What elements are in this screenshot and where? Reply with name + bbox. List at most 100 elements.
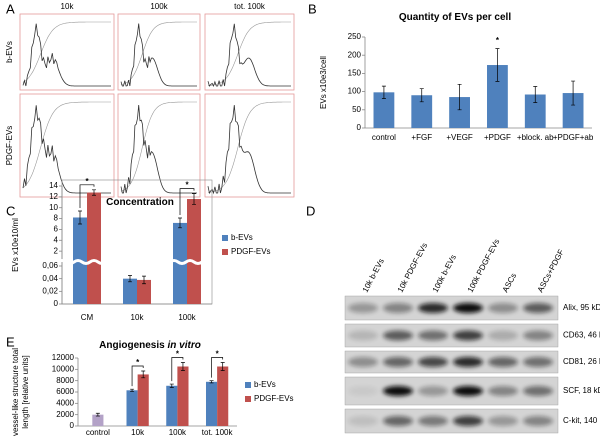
row-label: PDGF-EVs — [5, 126, 14, 166]
column-header: 100k — [150, 2, 168, 11]
band-label: Alix, 95 kD — [563, 303, 600, 312]
legend-swatch — [222, 235, 228, 241]
significance-bracket — [79, 184, 95, 208]
size-distribution — [207, 105, 291, 195]
x-tick-label: control — [372, 133, 396, 142]
blot-band — [523, 386, 553, 396]
blot-strip — [344, 323, 559, 348]
blot-band — [523, 416, 553, 426]
error-bar — [220, 362, 225, 371]
x-tick-label: 100k — [178, 313, 196, 322]
title-italic: in vitro — [168, 340, 201, 351]
cumulative-curve — [22, 21, 111, 83]
blot-band — [488, 416, 518, 426]
legend-label: b-EVs — [254, 380, 276, 389]
y-tick-label: 100 — [348, 87, 362, 96]
y-tick-label: 50 — [352, 105, 361, 114]
significance-marker: * — [496, 36, 500, 45]
cumulative-curve — [207, 21, 291, 86]
x-tick-label: 100k — [169, 428, 187, 437]
y-tick-label: 2000 — [56, 410, 74, 419]
column-header: 10k — [61, 2, 75, 11]
blot-band — [488, 303, 518, 313]
title-text: Angiogenesis — [99, 340, 165, 351]
bar — [205, 381, 218, 426]
panel-label: B — [308, 1, 317, 16]
y-tick-label: 6 — [54, 225, 59, 234]
nta-frame — [19, 93, 115, 198]
blot-band — [523, 303, 553, 313]
blot-band — [418, 416, 448, 426]
blot-band — [488, 357, 518, 367]
x-tick-label: +PDGF — [484, 133, 511, 142]
blot-band — [523, 330, 553, 341]
chart-title: Concentration — [106, 197, 174, 208]
significance-marker: * — [136, 358, 140, 367]
error-bar — [92, 189, 96, 196]
y-tick-label: 8 — [54, 214, 59, 223]
blot-band — [418, 330, 448, 341]
y-axis-label: vessel-like structure total — [11, 348, 20, 436]
legend-label: PDGF-EVs — [254, 394, 294, 403]
cumulative-curve — [120, 21, 197, 86]
significance-bracket — [171, 357, 184, 382]
significance-marker: * — [85, 177, 89, 186]
x-tick-label: tot. 100k — [202, 428, 234, 437]
row-label: b-EVs — [5, 41, 14, 63]
blot-band — [348, 416, 378, 426]
blot-band — [383, 330, 413, 341]
band-label: CD81, 26 kD — [563, 357, 600, 366]
y-tick-label: 2 — [54, 246, 59, 255]
lane-label: 100k b-EVs — [431, 253, 458, 294]
lane-label: ASCs+PDGF — [536, 248, 566, 294]
blot-strip — [344, 376, 559, 406]
y-tick-label: 0 — [54, 299, 59, 308]
panel-label: C — [6, 203, 15, 218]
bar — [137, 279, 151, 304]
bar — [137, 374, 149, 426]
nta-frame — [204, 93, 295, 198]
y-axis-label: EVs x10e3/cell — [319, 56, 328, 109]
blot-band — [453, 303, 483, 313]
cumulative-curve — [22, 101, 111, 189]
error-bar — [192, 193, 196, 205]
error-bar — [209, 380, 214, 384]
blot-strip — [344, 408, 559, 434]
legend-label: PDGF-EVs — [231, 247, 271, 256]
nta-frame — [117, 13, 201, 91]
legend-swatch — [222, 249, 228, 255]
column-header: tot. 100k — [234, 2, 266, 11]
band-label: SCF, 18 kD — [563, 386, 600, 395]
y-axis-label: EVs x10e10/ml — [11, 218, 20, 272]
bar — [177, 366, 189, 426]
bar — [166, 385, 178, 426]
error-bar — [495, 48, 500, 82]
lane-label: 10k PDGF-EVs — [396, 241, 430, 294]
size-distribution — [207, 23, 291, 88]
error-bar — [457, 83, 462, 111]
x-tick-label: +VEGF — [446, 133, 473, 142]
y-tick-label: 0 — [357, 123, 362, 132]
blot-band — [418, 303, 448, 313]
blot-strip — [344, 295, 559, 321]
blot-band — [523, 357, 553, 367]
blot-band — [383, 386, 413, 396]
y-tick-label: 4000 — [56, 398, 74, 407]
blot-band — [348, 386, 378, 396]
legend-swatch — [245, 382, 251, 388]
size-distribution — [120, 23, 197, 87]
band-label: C-kit, 140 kD — [563, 416, 600, 425]
bar — [373, 92, 395, 128]
y-tick-label: 0 — [70, 421, 75, 430]
bar — [87, 192, 101, 304]
nta-frame — [19, 13, 115, 91]
chart-title: Quantity of EVs per cell — [399, 12, 511, 23]
y-tick-label: 12000 — [52, 353, 75, 362]
y-tick-label: 8000 — [56, 376, 74, 385]
x-tick-label: +block. ab — [517, 133, 554, 142]
significance-marker: * — [176, 350, 180, 359]
x-tick-label: 10k — [131, 428, 145, 437]
size-distribution — [120, 104, 197, 194]
blot-band — [383, 357, 413, 367]
error-bar — [141, 370, 146, 379]
